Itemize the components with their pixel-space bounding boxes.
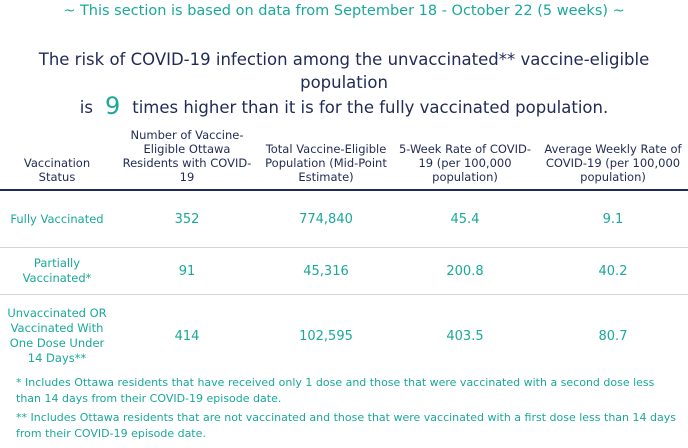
footnote-unvaccinated: ** Includes Ottawa residents that are no…: [16, 411, 676, 440]
row-weekly-rate: 80.7: [538, 294, 688, 377]
header-vaccination-status: Vaccination Status: [0, 126, 114, 191]
header-resident-cases: Number of Vaccine-Eligible Ottawa Reside…: [114, 126, 260, 191]
row-cases: 91: [114, 247, 260, 295]
risk-prefix: is: [79, 98, 93, 117]
row-5-week-rate: 403.5: [392, 294, 538, 377]
row-5-week-rate: 45.4: [450, 211, 480, 227]
risk-suffix: times higher than it is for the fully va…: [132, 98, 609, 117]
row-status: Partially Vaccinated*: [0, 247, 114, 295]
header-eligible-population: Total Vaccine-Eligible Population (Mid-P…: [260, 126, 392, 191]
risk-statement: The risk of COVID-19 infection among the…: [0, 48, 688, 119]
section-note: ~ This section is based on data from Sep…: [63, 3, 625, 19]
row-cases: 414: [114, 294, 260, 377]
row-cases: 352: [174, 211, 200, 227]
row-status: Fully Vaccinated: [10, 211, 104, 226]
table-row: Partially Vaccinated* 91 45,316 200.8 40…: [0, 247, 688, 295]
table-header-row: Vaccination Status Number of Vaccine-Eli…: [0, 126, 688, 191]
risk-statement-line2: is 9 times higher than it is for the fully…: [0, 94, 688, 119]
row-weekly-rate: 40.2: [538, 247, 688, 295]
row-5-week-rate: 200.8: [392, 247, 538, 295]
row-population: 102,595: [260, 294, 392, 377]
header-5-week-rate: 5-Week Rate of COVID-19 (per 100,000 pop…: [392, 126, 538, 191]
row-population: 45,316: [260, 247, 392, 295]
row-weekly-rate: 9.1: [602, 211, 624, 227]
table-row: Unvaccinated OR Vaccinated With One Dose…: [0, 294, 688, 377]
footnotes: * Includes Ottawa residents that have re…: [16, 375, 680, 445]
header-weekly-rate: Average Weekly Rate of COVID-19 (per 100…: [538, 126, 688, 191]
risk-statement-line1: The risk of COVID-19 infection among the…: [38, 50, 650, 92]
table-row: Fully Vaccinated 352 774,840 45.4 9.1: [0, 190, 688, 248]
risk-multiplier: 9: [104, 92, 121, 120]
footnote-partially-vaccinated: * Includes Ottawa residents that have re…: [16, 376, 655, 405]
row-status: Unvaccinated OR Vaccinated With One Dose…: [0, 294, 114, 377]
vaccination-rate-table: Vaccination Status Number of Vaccine-Eli…: [0, 126, 688, 377]
row-population: 774,840: [299, 211, 353, 227]
